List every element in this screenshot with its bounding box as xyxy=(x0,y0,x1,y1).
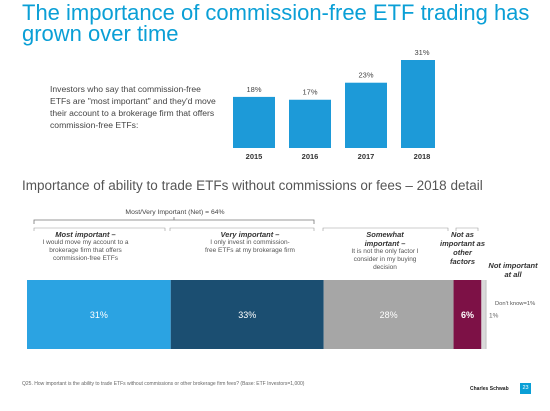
segment-label-very: Very important – I only invest in commis… xyxy=(205,230,295,254)
stacked-segment xyxy=(453,280,482,349)
footnote: Q25. How important is the ability to tra… xyxy=(22,381,305,387)
page-number: 23 xyxy=(520,383,531,394)
stacked-segment xyxy=(27,280,171,349)
brand-name: Charles Schwab xyxy=(470,386,509,392)
year-tick-label: 2017 xyxy=(358,152,375,161)
segment-label-most: Most important – I would move my account… xyxy=(42,230,129,262)
year-bar xyxy=(345,82,387,148)
yearly-bar-chart: 18% 2015 17% 2016 23% 2017 31% 2018 xyxy=(233,48,435,161)
importance-stacked-bar-chart: Most/Very Important (Net) = 64% 31% 33% 28%… xyxy=(27,209,535,349)
segment-label-not-as: Not as important as other factors xyxy=(440,230,486,266)
segment-bracket xyxy=(322,227,449,231)
segment-value-label: 1% xyxy=(489,313,499,320)
dont-know-label: Don't know=1% xyxy=(495,301,535,307)
year-tick-label: 2015 xyxy=(246,152,263,161)
segment-label-somewhat: Somewhat important – It is not the only … xyxy=(351,230,419,271)
net-label: Most/Very Important (Net) = 64% xyxy=(125,209,224,216)
year-bar xyxy=(233,96,275,148)
net-bracket xyxy=(33,217,315,224)
bar-value-label: 31% xyxy=(414,48,429,57)
stacked-segment xyxy=(481,280,486,349)
segment-value-label: 33% xyxy=(238,310,256,320)
year-bar xyxy=(289,99,331,148)
stacked-segment xyxy=(323,280,454,349)
segment-value-label: 31% xyxy=(90,310,108,320)
segment-bracket xyxy=(33,227,166,231)
section-subtitle: Importance of ability to trade ETFs with… xyxy=(22,178,483,193)
bar-value-label: 18% xyxy=(246,85,261,94)
segment-bracket xyxy=(455,227,479,231)
bar-value-label: 23% xyxy=(358,71,373,80)
segment-bracket xyxy=(169,227,315,231)
segment-value-label: 6% xyxy=(461,310,474,320)
intro-text: Investors who say that commission-free E… xyxy=(50,84,216,130)
stacked-segment xyxy=(170,280,324,349)
page-title: The importance of commission-free ETF tr… xyxy=(22,0,530,46)
year-tick-label: 2016 xyxy=(302,152,319,161)
year-tick-label: 2018 xyxy=(414,152,431,161)
segment-value-label: 28% xyxy=(380,310,398,320)
year-bar xyxy=(401,60,435,148)
segment-label-not-at-all: Not important at all xyxy=(488,261,538,279)
bar-value-label: 17% xyxy=(302,88,317,97)
